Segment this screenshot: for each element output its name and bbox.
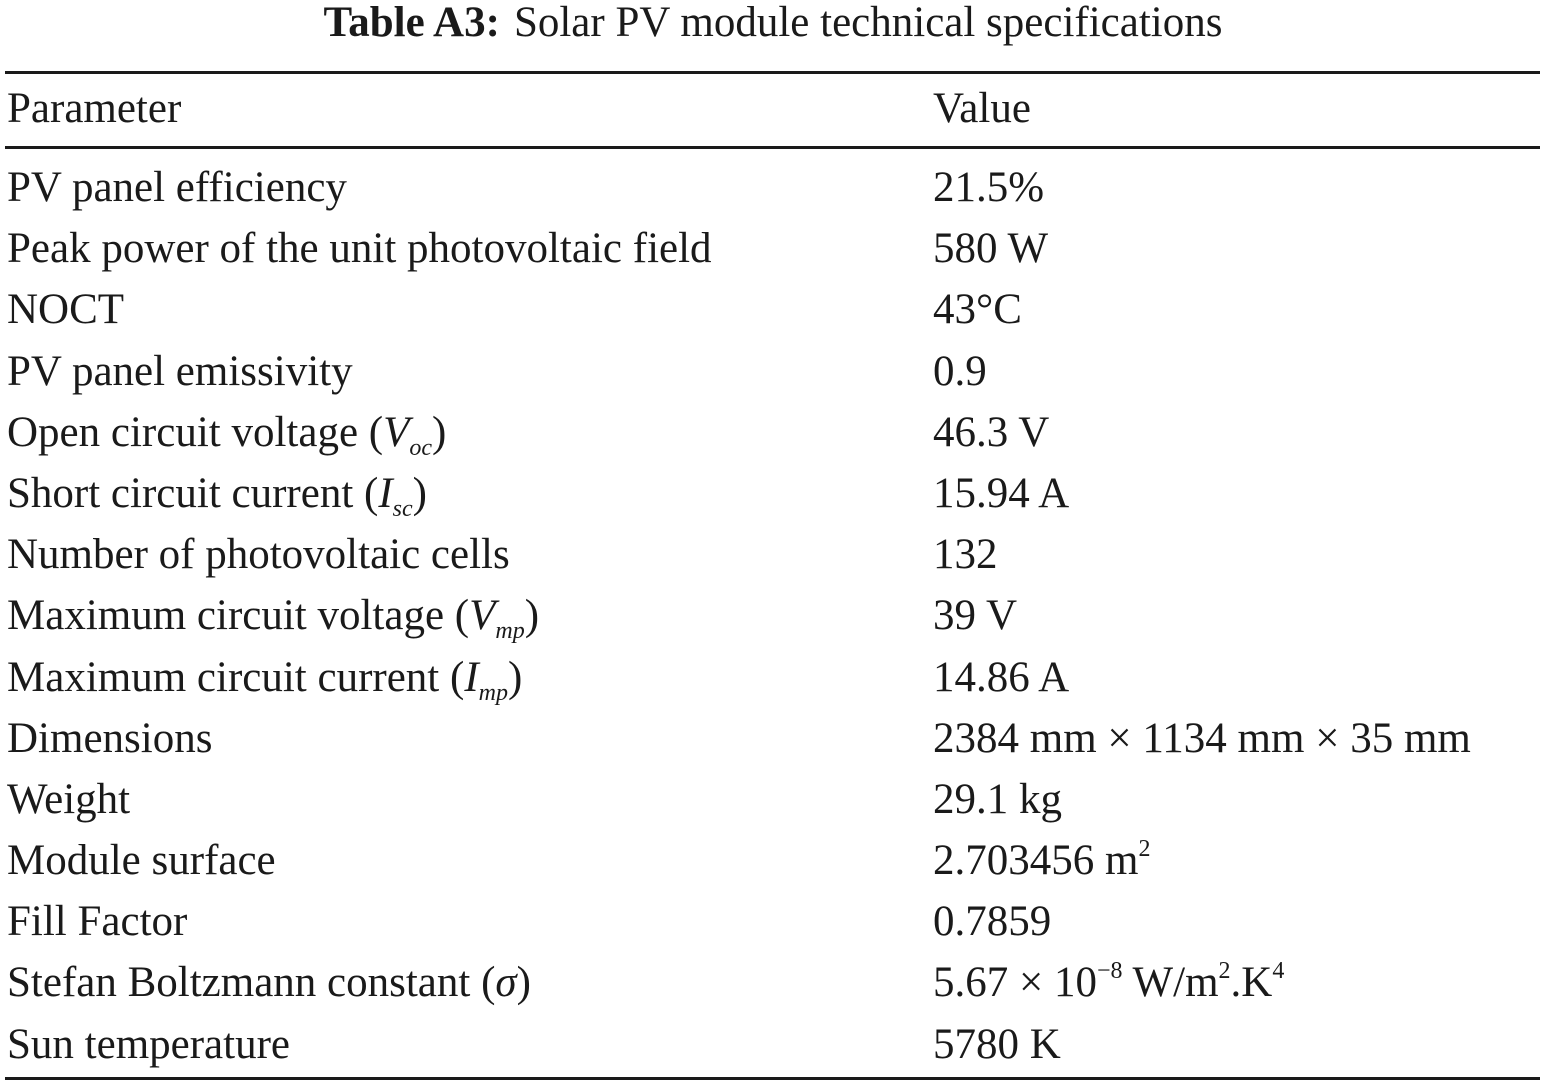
table-caption-title: Solar PV module technical specifications <box>513 0 1223 46</box>
parameter-cell: Number of photovoltaic cells <box>7 531 510 579</box>
value-cell: 5.67 × 10−8 W/m2.K4 <box>933 952 1284 1013</box>
value-cell: 39 V <box>933 592 1018 640</box>
subscript-text: mp <box>478 679 508 706</box>
parameter-text: Short circuit current ( <box>7 469 379 517</box>
table-row: Peak power of the unit photovoltaic fiel… <box>0 218 1546 279</box>
value-cell: 2384 mm × 1134 mm × 35 mm <box>933 714 1471 762</box>
parameter-cell: Maximum circuit current (Imp) <box>7 647 522 708</box>
table-caption-label: Table A3: <box>323 0 500 46</box>
table-body: PV panel efficiency 21.5% Peak power of … <box>0 157 1546 1075</box>
table-row: Weight 29.1 kg <box>0 769 1546 830</box>
header-value: Value <box>933 85 1031 132</box>
value-cell: 132 <box>933 531 998 579</box>
symbol-text: I <box>378 469 393 517</box>
symbol-text: I <box>464 653 479 701</box>
parameter-text: Maximum circuit voltage ( <box>7 592 470 640</box>
table-row: Number of photovoltaic cells 132 <box>0 524 1546 585</box>
value-cell: 2.703456 m2 <box>933 830 1150 891</box>
parameter-cell: Sun temperature <box>7 1020 290 1068</box>
table-row: Short circuit current (Isc) 15.94 A <box>0 463 1546 524</box>
value-cell: 5780 K <box>933 1020 1061 1068</box>
parameter-text: Stefan Boltzmann constant ( <box>7 959 496 1007</box>
superscript-text: 2 <box>1138 836 1151 863</box>
table-row: NOCT 43°C <box>0 279 1546 340</box>
symbol-text: V <box>383 408 410 456</box>
superscript-text: −8 <box>1097 958 1123 985</box>
table-row: Dimensions 2384 mm × 1134 mm × 35 mm <box>0 708 1546 769</box>
superscript-text: 2 <box>1218 958 1231 985</box>
table-caption: Table A3: Solar PV module technical speci… <box>0 0 1546 50</box>
value-cell: 580 W <box>933 225 1049 273</box>
table-row: PV panel emissivity 0.9 <box>0 341 1546 402</box>
parameter-cell: PV panel efficiency <box>7 164 347 211</box>
subscript-text: sc <box>392 495 413 522</box>
parameter-cell: Weight <box>7 775 131 823</box>
value-cell: 46.3 V <box>933 408 1050 456</box>
parameter-cell: Stefan Boltzmann constant (σ) <box>7 952 531 1013</box>
parameter-text: Maximum circuit current ( <box>7 653 465 701</box>
parameter-cell: Fill Factor <box>7 898 188 946</box>
table-header-rule <box>5 146 1540 149</box>
subscript-text: mp <box>495 618 525 645</box>
value-cell: 0.9 <box>933 347 987 395</box>
table-row: Sun temperature 5780 K <box>0 1014 1546 1075</box>
parameter-cell: PV panel emissivity <box>7 347 353 395</box>
table-row: Stefan Boltzmann constant (σ) 5.67 × 10−… <box>0 952 1546 1013</box>
table-row: Maximum circuit voltage (Vmp) 39 V <box>0 585 1546 646</box>
table-row: Module surface 2.703456 m2 <box>0 830 1546 891</box>
close-paren: ) <box>524 592 540 640</box>
parameter-cell: Maximum circuit voltage (Vmp) <box>7 585 539 646</box>
symbol-text: σ <box>495 959 517 1007</box>
value-text: W/m <box>1122 959 1219 1007</box>
symbol-text: V <box>469 592 496 640</box>
header-parameter: Parameter <box>7 85 182 132</box>
value-cell: 15.94 A <box>933 469 1070 517</box>
parameter-cell: Dimensions <box>7 714 213 762</box>
value-cell: 0.7859 <box>933 898 1052 946</box>
close-paren: ) <box>412 469 427 517</box>
close-paren: ) <box>516 959 531 1007</box>
subscript-text: oc <box>409 434 433 461</box>
table-row: Open circuit voltage (Voc) 46.3 V <box>0 402 1546 463</box>
value-text: .K <box>1230 959 1273 1007</box>
value-text: 5.67 × 10 <box>933 959 1098 1007</box>
table-row: Maximum circuit current (Imp) 14.86 A <box>0 647 1546 708</box>
parameter-cell: NOCT <box>7 286 125 334</box>
parameter-text: Open circuit voltage ( <box>7 408 384 456</box>
value-cell: 21.5% <box>933 164 1045 211</box>
value-text: 2.703456 m <box>933 837 1139 885</box>
table-bottom-rule <box>5 1077 1540 1080</box>
value-cell: 29.1 kg <box>933 775 1062 823</box>
table-header-row: Parameter Value <box>0 78 1546 142</box>
table-row: Fill Factor 0.7859 <box>0 891 1546 952</box>
parameter-cell: Open circuit voltage (Voc) <box>7 402 446 463</box>
parameter-cell: Short circuit current (Isc) <box>7 463 427 524</box>
value-cell: 14.86 A <box>933 653 1070 701</box>
table-row: PV panel efficiency 21.5% <box>0 157 1546 218</box>
superscript-text: 4 <box>1272 958 1285 985</box>
parameter-cell: Module surface <box>7 837 276 885</box>
close-paren: ) <box>432 408 447 456</box>
close-paren: ) <box>508 653 523 701</box>
table-top-rule <box>5 71 1540 74</box>
parameter-cell: Peak power of the unit photovoltaic fiel… <box>7 225 712 273</box>
value-cell: 43°C <box>933 286 1022 334</box>
